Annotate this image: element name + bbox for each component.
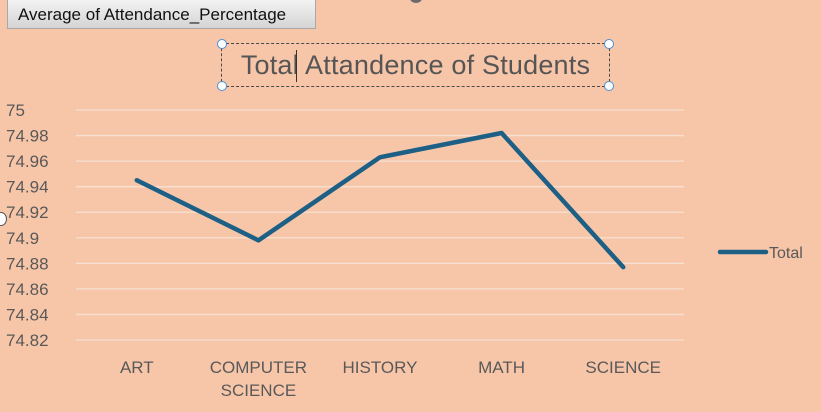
y-tick-label: 74.88 xyxy=(6,254,49,273)
x-tick-label: COMPUTER xyxy=(210,358,307,377)
title-handle-tr[interactable] xyxy=(604,39,614,49)
pivot-field-button[interactable]: Average of Attendance_Percentage xyxy=(7,0,316,29)
title-handle-bl[interactable] xyxy=(217,81,227,91)
x-tick-label: SCIENCE xyxy=(585,358,661,377)
x-tick-label: HISTORY xyxy=(343,358,418,377)
y-tick-label: 74.84 xyxy=(6,305,49,324)
chart-title[interactable]: Total Attandence of Students xyxy=(240,50,591,80)
x-tick-label: MATH xyxy=(478,358,525,377)
y-tick-label: 74.98 xyxy=(6,127,49,146)
chart-anchor-dot xyxy=(410,0,422,3)
chart-title-box[interactable]: Total Attandence of Students xyxy=(217,39,614,91)
legend-label: Total xyxy=(769,245,803,262)
text-cursor xyxy=(296,50,297,82)
title-handle-tl[interactable] xyxy=(217,39,227,49)
x-tick-label: SCIENCE xyxy=(221,381,297,400)
y-tick-label: 74.9 xyxy=(6,229,39,248)
series-line-total xyxy=(134,130,626,270)
y-tick-label: 74.92 xyxy=(6,203,49,222)
y-tick-label: 75 xyxy=(6,101,25,120)
y-tick-label: 74.86 xyxy=(6,280,49,299)
y-tick-label: 74.82 xyxy=(6,331,49,350)
x-tick-label: ART xyxy=(120,358,154,377)
y-tick-label: 74.94 xyxy=(6,178,49,197)
y-tick-label: 74.96 xyxy=(6,152,49,171)
title-handle-br[interactable] xyxy=(604,81,614,91)
